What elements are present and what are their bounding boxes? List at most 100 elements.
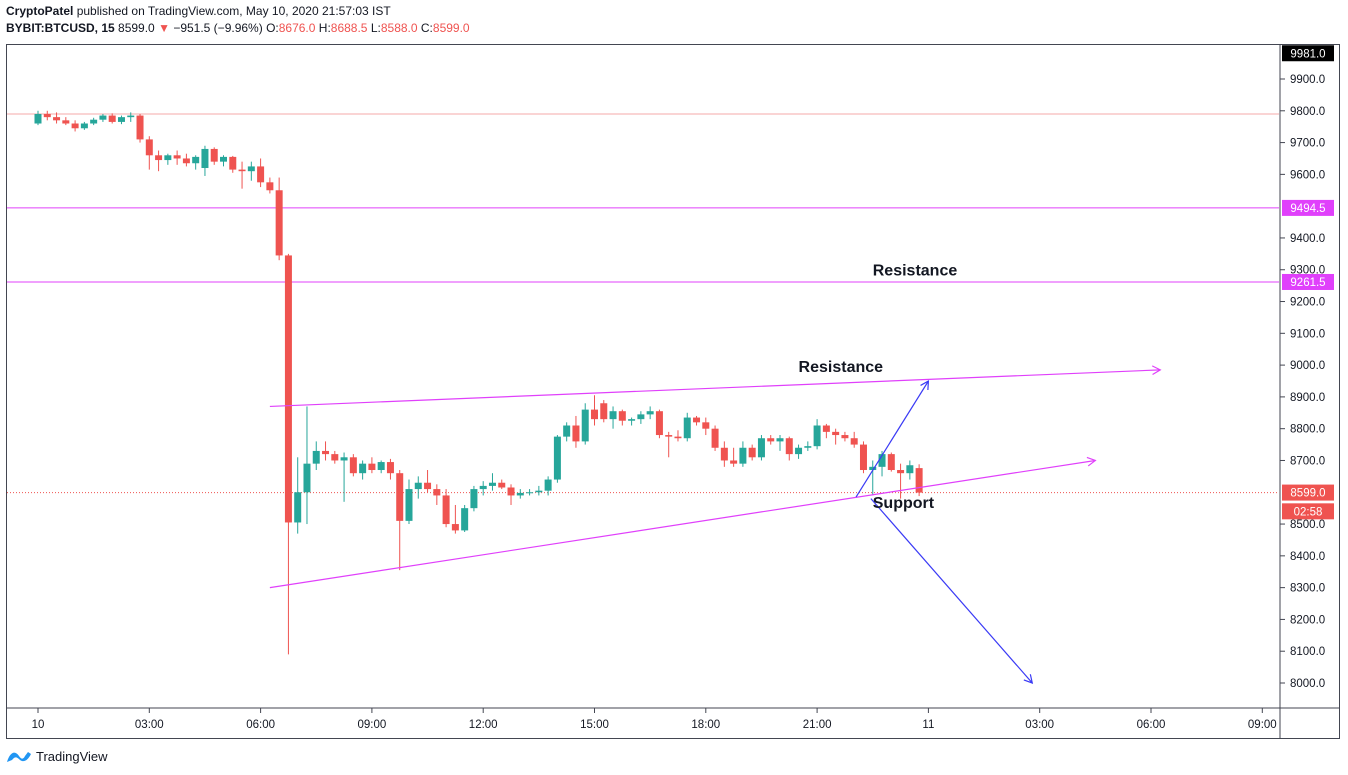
candle-body [693,417,701,423]
time-tick-label-1: 03:00 [135,719,164,731]
price-change: −951.5 (−9.96%) [173,21,263,35]
candle-19 [210,147,218,165]
candle-body [331,454,339,461]
candle-73 [711,425,719,451]
candle-body [433,489,441,496]
candle-body [516,492,524,496]
candle-83 [804,441,812,451]
candle-80 [776,435,784,451]
open-label: O: [266,21,279,35]
candle-26 [275,177,283,261]
time-axis[interactable]: 10 03:00 06:00 09:00 12:00 15:00 18:00 21:00 11 0… [32,708,1277,731]
price-tick-label-14: 8300.0 [1290,583,1325,595]
author-name[interactable]: CryptoPatel [6,4,74,18]
candle-body [906,465,914,474]
candle-40 [405,479,413,525]
candle-88 [850,431,858,448]
candle-body [386,462,394,474]
candle-body [284,255,292,523]
candle-body [257,166,265,183]
trend-lines [269,365,1162,684]
candle-10 [127,112,135,122]
price-axis[interactable]: 9900.0 9800.0 9700.0 9600.0 9400.0 9300.0 9200… [1280,74,1325,690]
candle-62 [609,406,617,429]
candle-body [591,409,598,420]
candle-body [757,438,765,458]
price-tick-label-9: 8900.0 [1290,392,1325,404]
candle-52 [516,489,524,499]
tradingview-brand[interactable]: TradingView [36,748,108,764]
candle-body [238,169,246,172]
candle-17 [192,155,200,170]
candle-body [164,155,172,161]
candle-body [915,468,923,493]
candle-31 [322,441,330,461]
candle-59 [581,403,589,445]
time-tick-label-2: 06:00 [246,719,275,731]
candle-body [424,482,432,490]
candle-body [220,156,227,162]
price-tag-0 [1282,45,1334,62]
candle-53 [526,489,534,496]
candle-51 [507,484,515,505]
candle-body [155,155,163,161]
candle-body [34,113,42,124]
candle-body [878,454,886,467]
candle-body [294,492,302,523]
candle-2 [53,112,61,124]
time-tick-label-4: 12:00 [469,719,498,731]
candle-71 [693,415,701,426]
candle-body [832,431,840,436]
time-tick-label-10: 06:00 [1137,719,1166,731]
price-tick-label-1: 9800.0 [1290,106,1325,118]
candle-body [498,482,506,488]
candle-24 [257,158,265,188]
annotations: Resistance Resistance Support [799,262,958,512]
arrow-head-icon [1151,365,1162,376]
price-tag-1 [1282,199,1334,216]
tradingview-logo-icon [7,752,31,762]
trend-line-0 [269,369,1161,408]
candle-68 [665,431,673,458]
candle-body [748,447,756,458]
candle-67 [655,409,663,439]
candle-body [655,411,663,436]
candle-48 [479,481,487,496]
candle-body [442,495,450,525]
candle-74 [720,441,728,467]
candle-54 [535,485,543,496]
candle-body [637,414,645,420]
candle-64 [628,417,636,426]
candle-60 [591,395,598,426]
candle-63 [618,409,626,426]
time-tick-label-9: 03:00 [1025,719,1054,731]
candle-body [461,508,469,531]
price-tag-label-0: 9981.0 [1290,48,1325,60]
candle-body [785,438,793,455]
candle-body [62,120,70,124]
candle-32 [331,450,339,464]
down-triangle-icon: ▼ [158,21,170,35]
candle-0 [34,110,42,126]
candle-44 [442,489,450,528]
publish-info: CryptoPatel published on TradingView.com… [6,4,391,18]
close-label: C: [420,21,433,35]
time-tick-label-7: 21:00 [803,719,832,731]
symbol-name: BYBIT:BTCUSD, 15 [6,21,115,35]
price-tick-label-17: 8000.0 [1290,678,1325,690]
candle-body [71,123,79,129]
candle-92 [887,452,895,472]
candle-body [192,156,200,164]
candle-38 [386,458,394,480]
candle-body [859,444,867,471]
trend-line-1 [269,459,1096,589]
candle-body [804,446,812,448]
annotation-label-0: Resistance [873,262,958,279]
price-tick-label-12: 8500.0 [1290,519,1325,531]
candle-body [767,438,775,442]
candle-body [897,470,905,474]
candle-49 [488,473,496,491]
candle-body [80,123,88,129]
candle-46 [461,504,469,532]
